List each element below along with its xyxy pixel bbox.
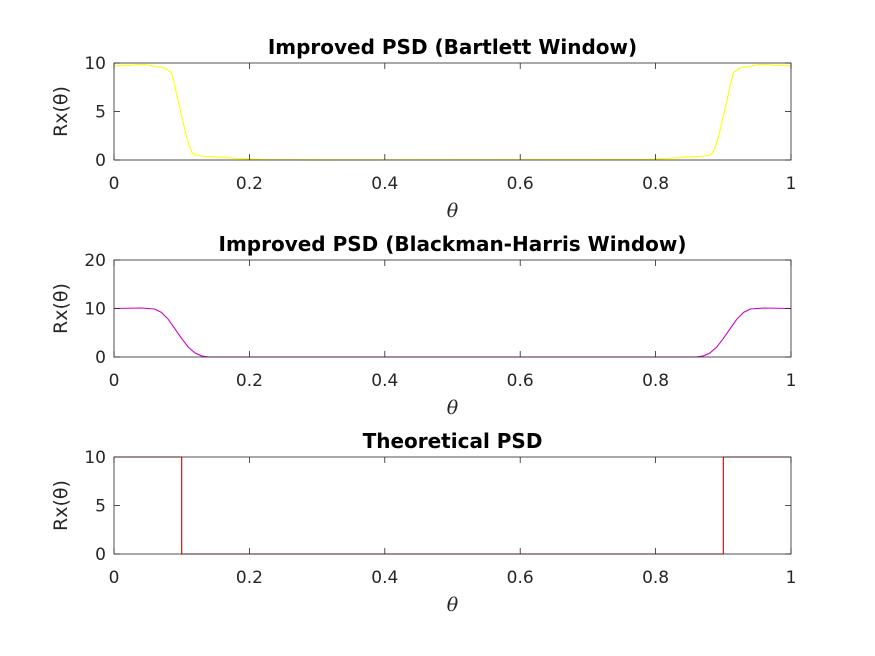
x-tick-label: 0 bbox=[109, 371, 120, 391]
x-tick-label: 0.6 bbox=[507, 371, 534, 391]
x-tick-label: 0.8 bbox=[642, 568, 669, 588]
x-tick-label: 0.6 bbox=[507, 174, 534, 194]
x-tick-label: 0.2 bbox=[236, 568, 263, 588]
x-tick-label: 0 bbox=[109, 174, 120, 194]
subplot-1: Improved PSD (Bartlett Window) 0 0.2 0.4 0.6… bbox=[50, 35, 796, 222]
y-tick-label: 5 bbox=[95, 497, 106, 517]
chart-title: Improved PSD (Blackman-Harris Window) bbox=[219, 232, 687, 256]
x-tick-label: 1 bbox=[786, 371, 797, 391]
y-tick-label: 0 bbox=[95, 151, 106, 171]
y-tick-label: 10 bbox=[84, 448, 106, 468]
y-tick-label: 20 bbox=[84, 251, 106, 271]
x-tick-label: 1 bbox=[786, 174, 797, 194]
y-tick-label: 5 bbox=[95, 103, 106, 123]
y-tick-label: 10 bbox=[84, 300, 106, 320]
x-axis-label: θ bbox=[447, 594, 459, 616]
y-axis-label: Rx(θ) bbox=[50, 480, 72, 531]
x-axis-label: θ bbox=[447, 397, 459, 419]
x-tick-label: 1 bbox=[786, 568, 797, 588]
y-tick-label: 0 bbox=[95, 545, 106, 565]
x-tick-label: 0.6 bbox=[507, 568, 534, 588]
y-axis-label: Rx(θ) bbox=[50, 86, 72, 137]
x-tick-label: 0.4 bbox=[371, 371, 398, 391]
x-tick-label: 0.2 bbox=[236, 174, 263, 194]
y-axis-label: Rx(θ) bbox=[50, 283, 72, 334]
x-tick-label: 0.2 bbox=[236, 371, 263, 391]
x-tick-label: 0.8 bbox=[642, 174, 669, 194]
y-tick-label: 10 bbox=[84, 54, 106, 74]
subplot-2: Improved PSD (Blackman-Harris Window) 0 0.… bbox=[50, 232, 796, 419]
x-tick-label: 0.8 bbox=[642, 371, 669, 391]
chart-title: Improved PSD (Bartlett Window) bbox=[268, 35, 637, 59]
x-axis-label: θ bbox=[447, 200, 459, 222]
y-tick-label: 0 bbox=[95, 348, 106, 368]
x-tick-label: 0.4 bbox=[371, 174, 398, 194]
chart-title: Theoretical PSD bbox=[363, 429, 543, 453]
x-tick-label: 0 bbox=[109, 568, 120, 588]
x-tick-label: 0.4 bbox=[371, 568, 398, 588]
